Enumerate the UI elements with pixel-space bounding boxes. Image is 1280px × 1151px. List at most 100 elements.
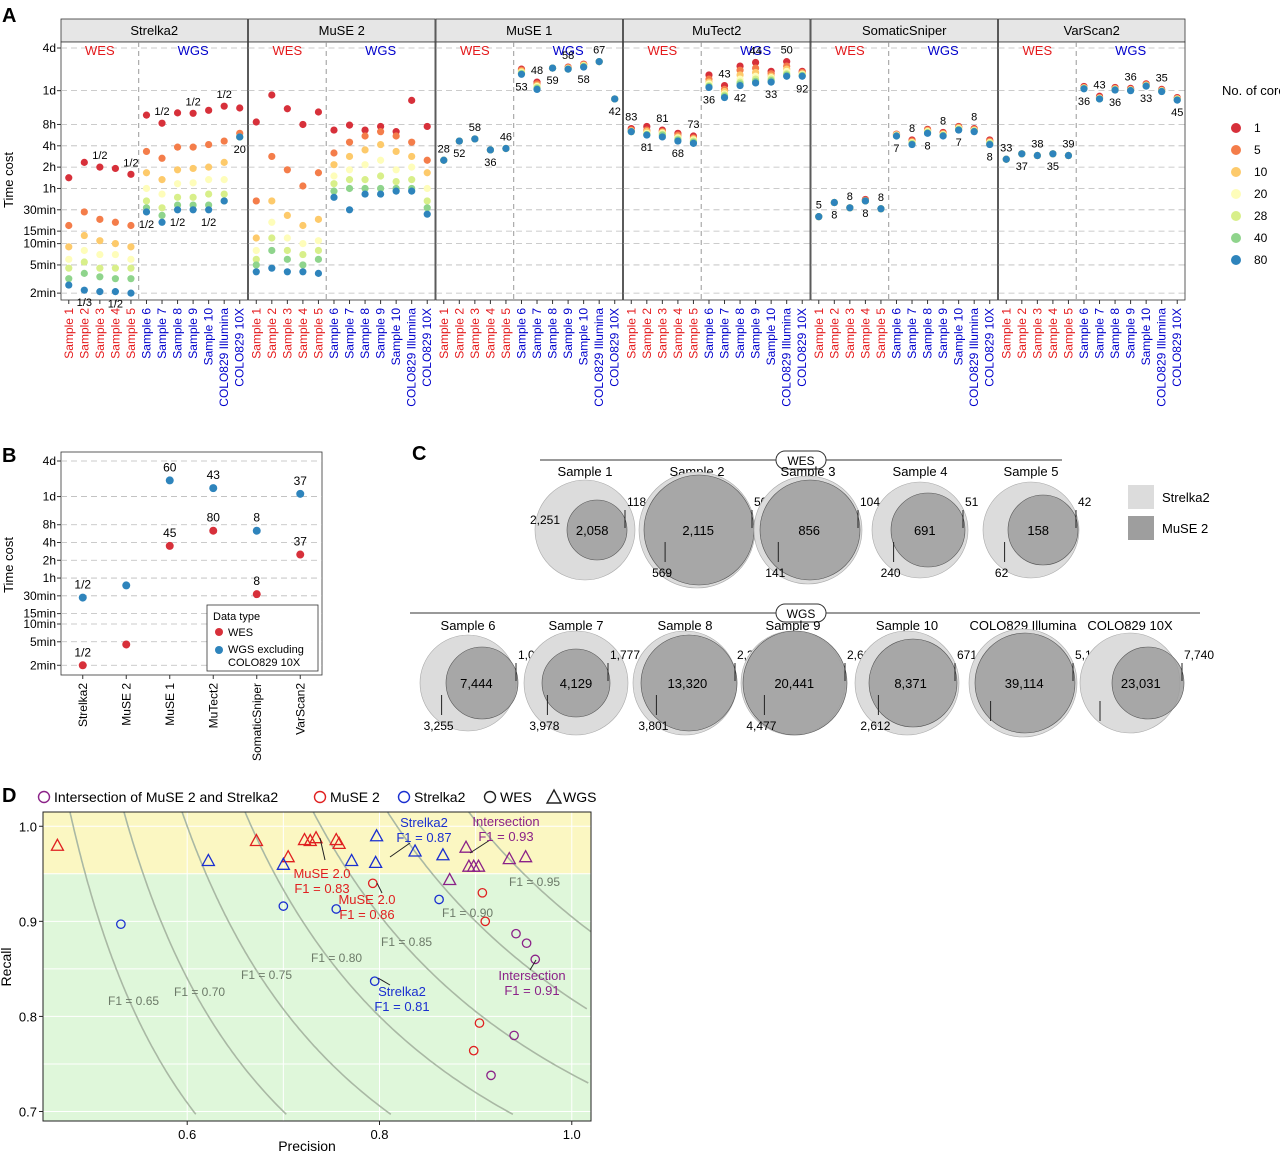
group-label-wes: WES	[460, 43, 490, 58]
x-tick-label: Sample 1	[624, 308, 638, 359]
point-label: 35	[1047, 161, 1059, 173]
venn-sample-name: COLO829 10X	[1087, 618, 1173, 633]
data-point	[111, 250, 119, 259]
legend-label: WES	[500, 789, 532, 805]
data-point	[127, 170, 135, 178]
annotation-text: Strelka2	[400, 815, 448, 830]
point-label: 33	[1140, 93, 1152, 105]
legend-label: COLO829 10X	[228, 657, 301, 669]
data-point-wgs	[471, 858, 486, 872]
facet-title: VarScan2	[1064, 23, 1120, 38]
legend-swatch	[1231, 255, 1241, 265]
data-point	[1173, 96, 1181, 104]
point-label: 8	[987, 152, 993, 164]
venn-count-muse-only: 42	[1078, 495, 1092, 509]
facet-panel	[998, 41, 1186, 301]
venn-count-both: 7,444	[460, 676, 493, 691]
data-point-wes	[331, 904, 342, 914]
data-point	[65, 281, 73, 289]
data-point	[236, 133, 244, 141]
annotation-text: F1 = 0.83	[294, 881, 349, 896]
data-point	[1033, 151, 1041, 160]
point-label: 1/2	[74, 645, 91, 659]
venn-count-strelka-only: 62	[995, 566, 1009, 580]
legend-swatch	[215, 646, 223, 654]
data-point	[96, 250, 104, 259]
data-point	[767, 78, 775, 86]
x-tick-label: Sample 8	[358, 308, 372, 359]
point-label: 45	[163, 526, 177, 540]
x-tick-label: Sample 7	[155, 308, 169, 359]
y-tick-label: 0.8	[19, 1009, 37, 1024]
data-point-wgs	[369, 828, 384, 842]
x-tick-label: Sample 10	[952, 308, 966, 366]
point-label: 36	[1124, 71, 1136, 83]
y-tick-label: 4d	[43, 41, 56, 55]
data-point	[205, 140, 213, 149]
data-point	[268, 234, 276, 242]
f1-isoline-label: F1 = 0.65	[108, 994, 159, 1008]
legend-swatch	[215, 628, 223, 636]
point-label: 36	[703, 94, 715, 106]
x-tick-label: Sample 7	[343, 308, 357, 359]
x-tick-label: COLO829 10X	[983, 308, 997, 387]
data-point-wgs	[442, 872, 457, 886]
f1-isoline	[181, 811, 392, 1115]
point-label: 8	[971, 112, 977, 124]
data-point	[142, 184, 151, 193]
data-point	[783, 72, 791, 80]
data-point	[127, 289, 135, 297]
venn-count-strelka-only: 2,251	[530, 513, 560, 527]
data-point	[423, 197, 431, 205]
point-label: 81	[656, 113, 668, 125]
x-tick-label: COLO829 Illumina	[1155, 308, 1169, 407]
venn-muse-circle	[566, 499, 628, 561]
data-point	[65, 174, 73, 182]
group-header: WES	[787, 454, 814, 468]
x-tick-label: Sample 1	[812, 308, 826, 359]
group-label-wes: WES	[85, 43, 115, 58]
x-tick-label: Sample 6	[889, 308, 903, 359]
x-tick-label: Sample 1	[62, 308, 76, 359]
x-tick-label: Sample 5	[124, 308, 138, 359]
data-point	[1080, 85, 1088, 93]
x-tick-label: Sample 10	[1139, 308, 1153, 366]
data-point	[408, 138, 416, 146]
venn-count-strelka-only: 3,801	[638, 719, 668, 733]
data-point	[173, 109, 182, 117]
point-label: 42	[734, 93, 746, 105]
data-point	[345, 206, 354, 214]
data-point	[299, 221, 307, 230]
annotation-text: F1 = 0.81	[374, 999, 429, 1014]
data-point	[361, 190, 369, 198]
data-point	[408, 96, 416, 104]
point-label: 37	[1016, 161, 1028, 173]
x-tick-label: Sample 9	[1124, 308, 1138, 359]
data-point	[330, 161, 338, 169]
data-point	[96, 264, 104, 272]
facet-title: SomaticSniper	[862, 23, 947, 38]
x-tick-label: Sample 5	[686, 308, 700, 359]
x-tick-label: COLO829 Illumina	[592, 308, 606, 407]
point-label: 1/2	[185, 96, 200, 108]
data-point	[122, 581, 131, 590]
venn-count-strelka-only: 569	[652, 566, 672, 580]
f1-isoline-label: F1 = 0.80	[311, 951, 362, 965]
group-label-wes: WES	[648, 43, 678, 58]
data-point	[142, 147, 151, 156]
legend-label: 28	[1254, 209, 1268, 223]
legend-label: Strelka2	[1162, 490, 1210, 505]
legend-label: Strelka2	[414, 789, 466, 805]
data-point	[533, 85, 541, 94]
data-point-wes	[480, 916, 491, 927]
data-point	[189, 193, 197, 201]
x-tick-label: Sample 4	[671, 308, 685, 359]
panel-letter-a: A	[2, 5, 16, 27]
data-point	[165, 541, 174, 550]
group-label-wgs: WGS	[178, 43, 209, 58]
legend-label: MuSE 2	[1162, 521, 1208, 536]
data-point	[78, 593, 87, 602]
legend-symbol	[37, 790, 51, 804]
point-label: 1/2	[123, 157, 138, 169]
